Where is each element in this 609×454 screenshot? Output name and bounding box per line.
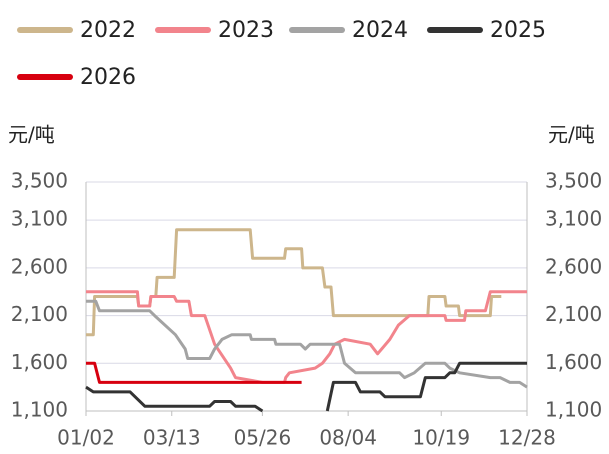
x-tick-label: 05/26 bbox=[234, 426, 292, 450]
y-axis-label: 元/吨 bbox=[8, 123, 55, 147]
series-line bbox=[86, 228, 502, 337]
y-tick-label: 2,100 bbox=[11, 302, 68, 326]
y-tick-label: 3,500 bbox=[11, 169, 68, 193]
y2-tick-label: 3,100 bbox=[545, 207, 602, 231]
y2-tick-label: 2,600 bbox=[545, 254, 602, 278]
legend-label: 2026 bbox=[80, 65, 136, 90]
y-tick-label: 3,100 bbox=[11, 207, 68, 231]
x-tick-label: 03/13 bbox=[143, 426, 201, 450]
y2-axis-label: 元/吨 bbox=[548, 123, 595, 147]
x-tick-label: 08/04 bbox=[319, 426, 377, 450]
legend-label: 2023 bbox=[218, 18, 274, 43]
x-tick-label: 10/19 bbox=[412, 426, 470, 450]
series-line bbox=[86, 290, 527, 384]
y2-tick-label: 2,100 bbox=[545, 302, 602, 326]
y-tick-label: 1,600 bbox=[11, 350, 68, 374]
x-tick-label: 01/02 bbox=[57, 426, 115, 450]
series-line bbox=[86, 361, 302, 384]
y2-tick-label: 1,600 bbox=[545, 350, 602, 374]
y-tick-label: 2,600 bbox=[11, 254, 68, 278]
y2-tick-label: 1,100 bbox=[545, 398, 602, 422]
legend-label: 2022 bbox=[80, 18, 136, 43]
x-tick-label: 12/28 bbox=[498, 426, 556, 450]
y2-tick-label: 3,500 bbox=[545, 169, 602, 193]
legend-label: 2025 bbox=[490, 18, 546, 43]
legend-label: 2024 bbox=[352, 18, 408, 43]
y-tick-label: 1,100 bbox=[11, 398, 68, 422]
series-line bbox=[85, 361, 527, 413]
